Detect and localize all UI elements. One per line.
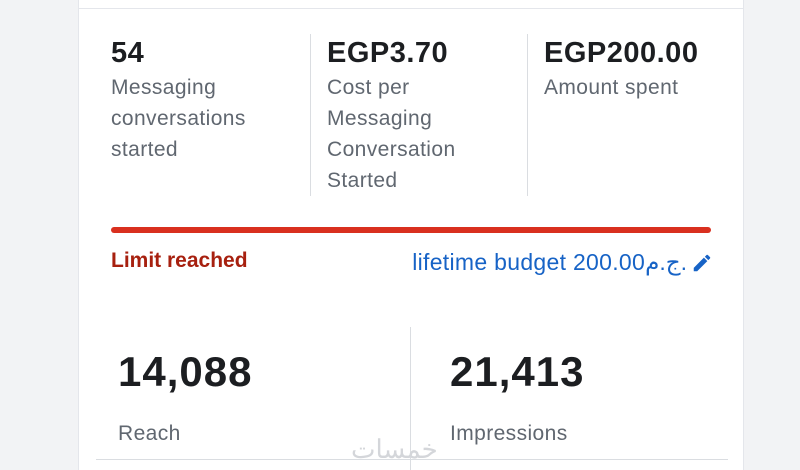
- total: 21,413 Impressions: [450, 348, 584, 449]
- budget-link[interactable]: lifetime budget 200.00ج.م.: [412, 249, 713, 276]
- total-value: 21,413: [450, 348, 585, 395]
- divider: [310, 34, 311, 196]
- metric: EGP3.70 Cost per Messaging Conversation …: [327, 34, 502, 196]
- divider: [96, 459, 728, 460]
- insights-card: 54 Messaging conversations started EGP3.…: [78, 0, 744, 470]
- divider: [410, 327, 411, 470]
- metric-value: EGP3.70: [327, 37, 449, 69]
- metric-value: 54: [111, 37, 145, 69]
- edit-icon[interactable]: [691, 252, 713, 274]
- total: 14,088 Reach: [118, 348, 252, 449]
- divider: [527, 34, 528, 196]
- metric: 54 Messaging conversations started: [111, 34, 291, 165]
- metric-label: Cost per Messaging Conversation Started: [327, 76, 456, 192]
- total-label: Impressions: [450, 422, 568, 445]
- budget-text[interactable]: lifetime budget 200.00ج.م.: [412, 249, 687, 275]
- status-label: Limit reached: [111, 249, 248, 272]
- total-label: Reach: [118, 422, 181, 445]
- metric: EGP200.00 Amount spent: [544, 34, 739, 103]
- divider: [79, 8, 743, 9]
- metric-value: EGP200.00: [544, 37, 699, 69]
- metric-label: Messaging conversations started: [111, 76, 246, 161]
- metric-label: Amount spent: [544, 76, 679, 99]
- watermark: خمسات: [351, 434, 438, 464]
- total-value: 14,088: [118, 348, 253, 395]
- limit-bar: [111, 227, 711, 233]
